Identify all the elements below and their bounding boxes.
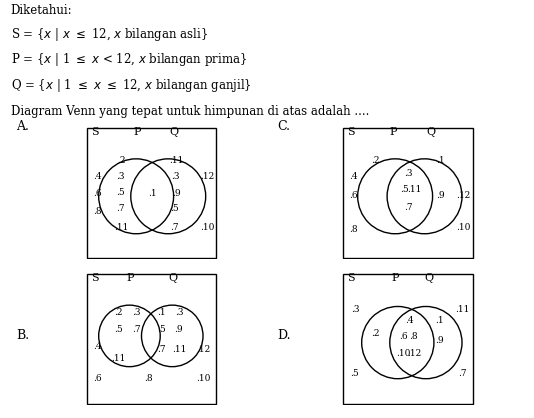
Text: .11: .11: [407, 185, 421, 194]
FancyBboxPatch shape: [87, 128, 216, 258]
Text: .11: .11: [114, 223, 129, 232]
Text: P: P: [391, 273, 398, 283]
Text: .8: .8: [410, 331, 418, 341]
Text: .5: .5: [170, 204, 179, 213]
Text: .1: .1: [436, 156, 445, 165]
Text: .11: .11: [169, 156, 184, 165]
Text: .6: .6: [399, 331, 407, 341]
Text: Diagram Venn yang tepat untuk himpunan di atas adalah ....: Diagram Venn yang tepat untuk himpunan d…: [11, 105, 369, 118]
Text: .7: .7: [116, 204, 124, 213]
Text: .4: .4: [93, 172, 101, 181]
Text: .11: .11: [112, 354, 126, 363]
Text: Q: Q: [426, 127, 435, 137]
Text: .5: .5: [400, 185, 409, 194]
Text: .12: .12: [200, 172, 214, 181]
Text: .3: .3: [351, 305, 359, 314]
Text: Q: Q: [168, 273, 177, 283]
Text: .10: .10: [200, 223, 214, 232]
Text: .12: .12: [456, 191, 470, 200]
Text: S: S: [91, 127, 98, 137]
Text: P: P: [127, 273, 134, 283]
Text: .5: .5: [351, 369, 359, 378]
Text: .6: .6: [349, 191, 358, 200]
Text: .10: .10: [456, 223, 470, 232]
Text: .5: .5: [157, 325, 166, 334]
Text: S: S: [91, 273, 98, 283]
Text: .7: .7: [157, 345, 166, 354]
Text: .9: .9: [172, 189, 180, 198]
Text: Q: Q: [170, 127, 179, 137]
Text: .7: .7: [458, 369, 466, 378]
Text: .11: .11: [455, 305, 469, 314]
Text: P: P: [134, 127, 141, 137]
Text: .3: .3: [175, 308, 183, 316]
Text: .5: .5: [114, 325, 123, 334]
Text: .10: .10: [396, 349, 410, 358]
Text: D.: D.: [278, 329, 291, 342]
Text: .9: .9: [175, 325, 183, 334]
Text: Q = {$x$ | 1 $\leq$ $x$ $\leq$ 12, $x$ bilangan ganjil}: Q = {$x$ | 1 $\leq$ $x$ $\leq$ 12, $x$ b…: [11, 77, 252, 94]
Text: Q: Q: [425, 273, 434, 283]
Text: S: S: [347, 273, 355, 283]
Text: B.: B.: [16, 329, 29, 342]
Text: .7: .7: [171, 223, 179, 232]
Text: .6: .6: [93, 375, 101, 383]
Text: .10: .10: [196, 375, 210, 383]
Text: .11: .11: [172, 345, 186, 354]
Text: Diketahui:: Diketahui:: [11, 3, 72, 17]
Text: .7: .7: [132, 325, 140, 334]
Text: .3: .3: [116, 172, 124, 181]
Text: .4: .4: [405, 316, 414, 324]
Text: .5: .5: [116, 188, 124, 197]
Text: .3: .3: [132, 308, 140, 316]
FancyBboxPatch shape: [343, 128, 473, 258]
Text: .9: .9: [436, 191, 445, 200]
Text: C.: C.: [278, 120, 290, 133]
Text: P = {$x$ | 1 $\leq$ $x$ < 12, $x$ bilangan prima}: P = {$x$ | 1 $\leq$ $x$ < 12, $x$ bilang…: [11, 51, 247, 69]
Text: .2: .2: [117, 156, 125, 165]
Text: .9: .9: [435, 336, 444, 344]
Text: .12: .12: [407, 349, 421, 358]
Text: .8: .8: [349, 225, 358, 234]
FancyBboxPatch shape: [87, 274, 216, 404]
Text: .4: .4: [349, 172, 358, 181]
Text: .1: .1: [435, 316, 444, 324]
Text: .2: .2: [114, 308, 123, 316]
Text: .3: .3: [404, 169, 413, 178]
FancyBboxPatch shape: [343, 274, 473, 404]
Text: .2: .2: [371, 156, 379, 165]
Text: .6: .6: [93, 189, 101, 198]
Text: .2: .2: [371, 329, 379, 338]
Text: A.: A.: [16, 120, 29, 133]
Text: .12: .12: [196, 345, 210, 354]
Text: P: P: [390, 127, 397, 137]
Text: .8: .8: [93, 206, 101, 216]
Text: .1: .1: [157, 308, 166, 316]
Text: S = {$x$ | $x$ $\leq$ 12, $x$ bilangan asli}: S = {$x$ | $x$ $\leq$ 12, $x$ bilangan a…: [11, 26, 208, 43]
Text: .7: .7: [404, 203, 413, 212]
Text: S: S: [347, 127, 355, 137]
Text: .3: .3: [171, 172, 179, 181]
Text: .1: .1: [148, 189, 156, 198]
Text: .8: .8: [144, 375, 153, 383]
Text: .4: .4: [93, 342, 101, 351]
